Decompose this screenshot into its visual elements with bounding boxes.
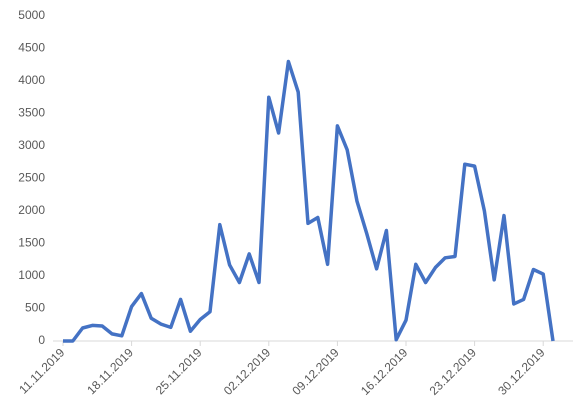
y-tick-label: 4500 bbox=[18, 41, 45, 55]
x-tick-label: 30.12.2019 bbox=[495, 345, 548, 398]
x-tick-label: 25.11.2019 bbox=[153, 345, 205, 397]
y-tick-label: 1000 bbox=[18, 268, 45, 282]
y-tick-label: 2500 bbox=[18, 171, 45, 185]
y-tick-label: 0 bbox=[38, 333, 45, 347]
x-tick-label: 23.12.2019 bbox=[427, 345, 480, 398]
y-tick-label: 4000 bbox=[18, 73, 45, 87]
x-tick-label: 02.12.2019 bbox=[221, 345, 274, 398]
y-tick-label: 500 bbox=[25, 301, 45, 315]
x-tick-label: 16.12.2019 bbox=[358, 345, 411, 398]
y-tick-label: 1500 bbox=[18, 236, 45, 250]
x-tick-label: 11.11.2019 bbox=[16, 345, 67, 396]
x-tick-label: 09.12.2019 bbox=[289, 345, 342, 398]
y-tick-label: 3500 bbox=[18, 106, 45, 120]
y-tick-label: 3000 bbox=[18, 138, 45, 152]
x-tick-label: 18.11.2019 bbox=[84, 345, 136, 397]
y-tick-label: 5000 bbox=[18, 8, 45, 22]
line-series bbox=[63, 59, 555, 343]
y-tick-label: 2000 bbox=[18, 203, 45, 217]
